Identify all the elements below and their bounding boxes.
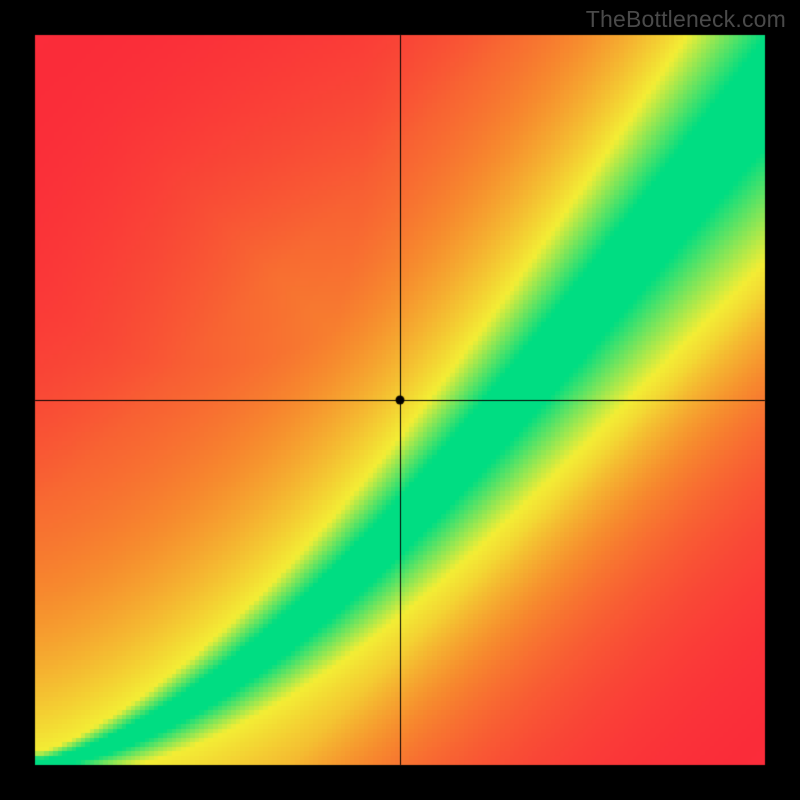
crosshair-overlay	[0, 0, 800, 800]
bottleneck-heatmap: TheBottleneck.com	[0, 0, 800, 800]
watermark-text: TheBottleneck.com	[586, 6, 786, 33]
